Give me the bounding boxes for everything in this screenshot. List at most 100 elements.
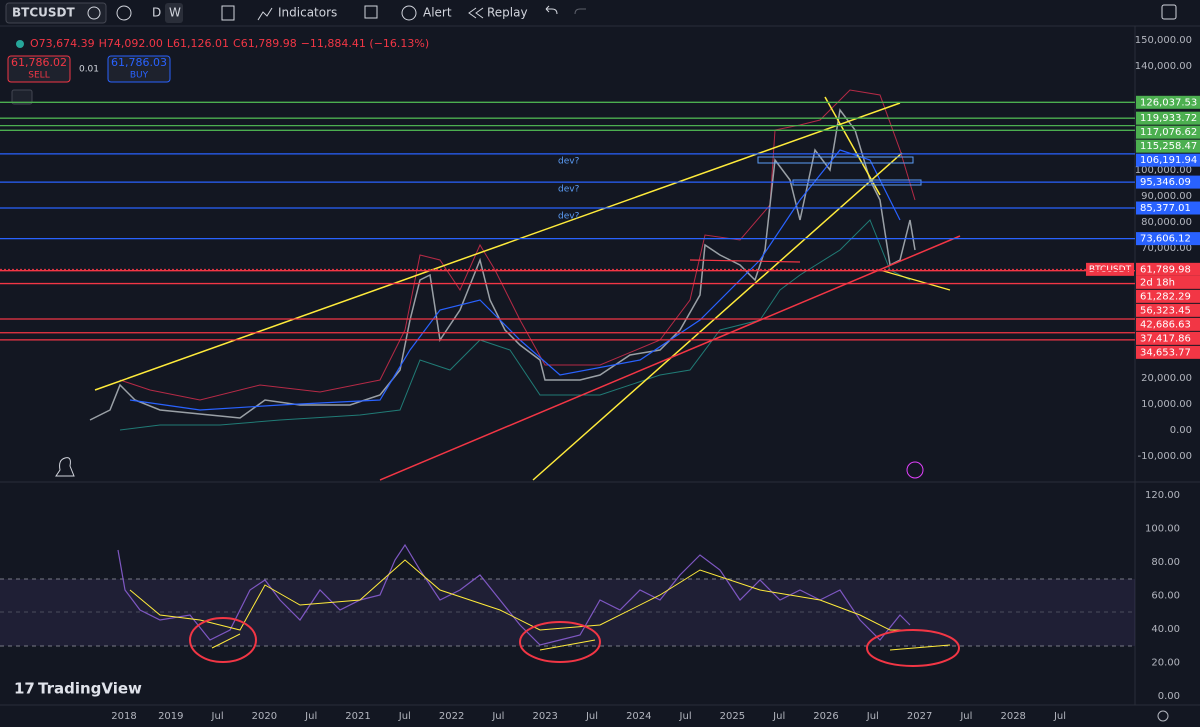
level-label: 117,076.62 (1140, 127, 1197, 138)
ohlc-legend: O73,674.39 H74,092.00 L61,126.01 C61,789.98… (30, 37, 429, 50)
buy-label[interactable]: BUY (130, 71, 149, 81)
rsi-tick-label: 100.00 (1145, 524, 1180, 535)
time-tick-label: Jul (679, 711, 692, 722)
logo-icon (55, 457, 75, 477)
time-tick-label: 2018 (111, 711, 136, 722)
price-tick-label: -10,000.00 (1137, 451, 1192, 462)
symbol-tag-bg (1086, 262, 1134, 276)
divergence (889, 644, 951, 651)
indicators-icon[interactable] (257, 7, 273, 21)
redo[interactable] (574, 8, 586, 15)
level-label: 106,191.94 (1140, 155, 1197, 166)
sell-price[interactable]: 61,786.02 (11, 56, 67, 69)
rsi-tick-label: 20.00 (1151, 658, 1180, 669)
time-tick-label: 2023 (532, 711, 557, 722)
sell-label[interactable]: SELL (28, 71, 49, 81)
collapse-legend[interactable] (11, 89, 33, 105)
sell-button[interactable] (7, 55, 71, 83)
price-tick-label: 20,000.00 (1141, 373, 1192, 384)
level-label-bg (1136, 153, 1200, 167)
level-label: 56,323.45 (1140, 305, 1191, 316)
level-label: 73,606.12 (1140, 234, 1191, 245)
level-label-bg (1136, 125, 1200, 139)
annotation: dev? (558, 185, 580, 195)
drawings (0, 89, 1135, 667)
rsi-tick-label: 60.00 (1151, 591, 1180, 602)
level-label: 85,377.01 (1140, 203, 1191, 214)
rsi-tick-label: 0.00 (1158, 691, 1180, 702)
ohlc-value: C61,789.98 (233, 37, 297, 50)
price-tick-label: 80,000.00 (1141, 217, 1192, 228)
undo[interactable] (545, 5, 558, 15)
fullscreen[interactable] (1161, 4, 1177, 20)
buy-price[interactable]: 61,786.03 (111, 56, 167, 69)
time-tick-label: Jul (398, 711, 411, 722)
level-label: 42,686.63 (1140, 319, 1191, 330)
time-tick-label: Jul (211, 711, 224, 722)
level-label: 61,282.29 (1140, 291, 1191, 302)
level-label-bg (1136, 303, 1200, 317)
level-label-bg (1136, 331, 1200, 345)
interval-w[interactable]: W (169, 6, 181, 20)
interval-d[interactable]: D (152, 6, 161, 20)
level-label: 119,933.72 (1140, 113, 1197, 124)
price-path (89, 108, 916, 421)
toolbar (0, 0, 1200, 26)
time-tick-label: Jul (772, 711, 785, 722)
add-symbol[interactable] (116, 5, 132, 21)
indicators[interactable]: Indicators (278, 6, 337, 20)
rsi-tick-label: 40.00 (1151, 624, 1180, 635)
annotation: dev? (558, 212, 580, 222)
buy-button[interactable] (107, 55, 171, 83)
level-label: 126,037.53 (1140, 97, 1197, 108)
basis (129, 149, 901, 411)
time-tick-label: 2026 (813, 711, 838, 722)
divergence (539, 639, 596, 651)
event-icon[interactable] (906, 461, 924, 479)
chart-type[interactable] (221, 5, 235, 21)
layouts[interactable] (364, 5, 378, 19)
countdown-bg (1136, 275, 1200, 289)
level-label-bg (1136, 111, 1200, 125)
divergence (211, 633, 241, 649)
level-label-bg (1136, 317, 1200, 331)
level-label-bg (1136, 262, 1200, 276)
price-tick-label: 10,000.00 (1141, 399, 1192, 410)
symbol-icon[interactable] (87, 6, 101, 20)
time-tick-label: 2025 (720, 711, 745, 722)
replay-icon[interactable] (468, 7, 484, 19)
level-label: 34,653.77 (1140, 347, 1191, 358)
highlight (519, 621, 601, 663)
alert-icon[interactable] (401, 5, 417, 21)
replay[interactable]: Replay (487, 6, 528, 20)
time-tick-label: Jul (304, 711, 317, 722)
level-label: 37,417.86 (1140, 333, 1191, 344)
symbol[interactable]: BTCUSDT (12, 6, 75, 20)
ohlc-value: O73,674.39 (30, 37, 95, 50)
trendline (824, 96, 881, 196)
rsi-tick-label: 120.00 (1145, 490, 1180, 501)
quantity: 0.01 (79, 65, 99, 75)
price-tick-label: 90,000.00 (1141, 191, 1192, 202)
ohlc-value: L61,126.01 (167, 37, 229, 50)
time-tick-label: Jul (491, 711, 504, 722)
level-label-bg (1136, 232, 1200, 246)
annotation: dev? (558, 157, 580, 167)
symbol-tag: BTCUSDT (1089, 265, 1132, 275)
trendline (879, 269, 951, 291)
time-tick-label: 2028 (1000, 711, 1025, 722)
price-tick-label: 0.00 (1170, 425, 1192, 436)
zone (757, 156, 914, 164)
level-label: 115,258.47 (1140, 141, 1197, 152)
countdown: 2d 18h (1140, 277, 1175, 288)
upper-band (119, 89, 916, 401)
rsi-tick-label: 80.00 (1151, 557, 1180, 568)
price-tick-label: 70,000.00 (1141, 243, 1192, 254)
trendline (689, 259, 801, 263)
settings[interactable] (1157, 710, 1169, 722)
time-tick-label: 2022 (439, 711, 464, 722)
ohlc-value: −11,884.41 (−16.13%) (301, 37, 429, 50)
alert[interactable]: Alert (423, 6, 452, 20)
symbol-box[interactable] (5, 2, 107, 24)
